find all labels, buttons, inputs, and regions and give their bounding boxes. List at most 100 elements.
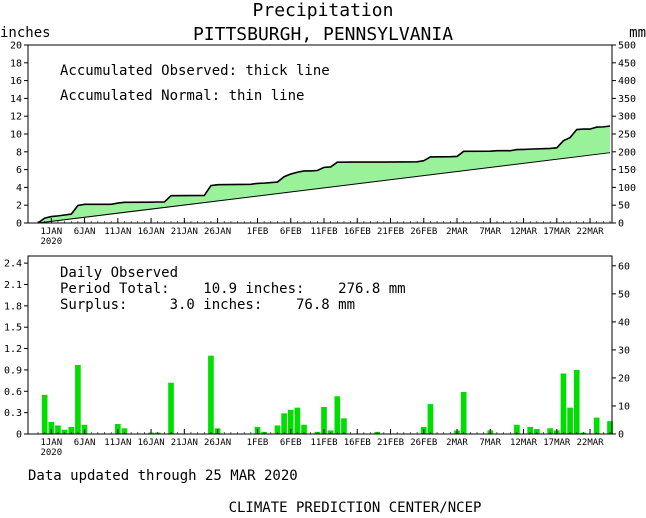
daily-precip-bar bbox=[607, 421, 613, 434]
daily-right-tick-label: 50 bbox=[618, 289, 630, 300]
daily-observed-note: Daily Observed bbox=[60, 265, 178, 281]
daily-precip-bar bbox=[61, 429, 68, 434]
accumulated-normal-note: Accumulated Normal: thin line bbox=[60, 88, 304, 104]
daily-precip-bar bbox=[334, 396, 341, 434]
accumulated-x-tick-label: 26JAN bbox=[204, 227, 231, 237]
daily-year-label: 2020 bbox=[40, 448, 62, 458]
daily-precip-bar bbox=[168, 382, 174, 434]
daily-precip-bar bbox=[55, 425, 61, 434]
accumulated-left-tick-label: 0 bbox=[16, 219, 22, 230]
daily-precip-bar bbox=[460, 391, 467, 434]
daily-precip-bar bbox=[567, 407, 573, 434]
accumulated-observed-note: Accumulated Observed: thick line bbox=[60, 63, 330, 79]
accumulated-right-tick-label: 100 bbox=[618, 183, 636, 194]
daily-left-tick-label: 1.5 bbox=[4, 323, 22, 334]
chart-subtitle: PITTSBURGH, PENNSYLVANIA bbox=[193, 24, 453, 45]
daily-x-tick-label: 21FEB bbox=[377, 438, 404, 448]
daily-left-tick-label: 0.6 bbox=[4, 387, 22, 398]
accumulated-x-tick-label: 16FEB bbox=[344, 227, 371, 237]
period-total-note: Period Total: 10.9 inches: 276.8 mm bbox=[60, 281, 406, 297]
left-axis-unit-label: inches bbox=[0, 25, 51, 41]
daily-left-tick-label: 0.3 bbox=[4, 408, 22, 419]
daily-precip-bar bbox=[274, 425, 281, 434]
footer-credit: CLIMATE PREDICTION CENTER/NCEP bbox=[229, 500, 482, 516]
daily-x-tick-label: 11JAN bbox=[104, 438, 131, 448]
accumulated-left-tick-label: 18 bbox=[10, 58, 22, 69]
accumulated-right-tick-label: 250 bbox=[618, 130, 636, 141]
accumulated-right-tick-label: 400 bbox=[618, 76, 636, 87]
daily-x-tick-label: 12MAR bbox=[510, 438, 538, 448]
daily-precip-bar bbox=[593, 417, 600, 434]
daily-x-tick-label: 7MAR bbox=[479, 438, 501, 448]
daily-right-tick-label: 0 bbox=[618, 430, 624, 441]
accumulated-left-tick-label: 10 bbox=[10, 130, 22, 141]
accumulated-surplus-fill bbox=[38, 125, 610, 223]
accumulated-x-tick-label: 26FEB bbox=[410, 227, 437, 237]
daily-plot-frame bbox=[27, 255, 613, 435]
daily-right-tick-label: 10 bbox=[618, 401, 630, 412]
accumulated-right-tick-label: 350 bbox=[618, 94, 636, 105]
accumulated-normal-line bbox=[37, 152, 611, 224]
accumulated-right-tick-label: 150 bbox=[618, 165, 636, 176]
daily-right-tick-label: 20 bbox=[618, 373, 630, 384]
daily-precip-bar bbox=[547, 428, 553, 434]
daily-precip-bar bbox=[121, 428, 128, 434]
daily-precip-bar bbox=[534, 429, 540, 434]
accumulated-left-tick-label: 4 bbox=[16, 183, 22, 194]
accumulated-left-tick-label: 8 bbox=[16, 147, 22, 158]
daily-precip-bar bbox=[301, 424, 307, 434]
accumulated-observed-line bbox=[37, 125, 611, 224]
accumulated-left-tick-label: 6 bbox=[16, 165, 22, 176]
accumulated-x-tick-label: 22MAR bbox=[576, 227, 604, 237]
accumulated-x-tick-label: 12MAR bbox=[510, 227, 538, 237]
daily-right-tick-label: 40 bbox=[618, 317, 630, 328]
accumulated-right-tick-label: 200 bbox=[618, 147, 636, 158]
daily-x-tick-label: 21JAN bbox=[171, 438, 198, 448]
daily-precip-bar bbox=[527, 426, 534, 434]
daily-precip-bar bbox=[514, 424, 520, 434]
daily-precip-bar bbox=[75, 364, 81, 434]
daily-precip-bar bbox=[41, 394, 48, 434]
accumulated-x-tick-label: 7MAR bbox=[479, 227, 501, 237]
accumulated-left-tick-label: 2 bbox=[16, 201, 22, 212]
daily-left-tick-label: 0 bbox=[16, 430, 22, 441]
daily-x-tick-label: 1JAN bbox=[40, 438, 62, 448]
daily-precip-bar bbox=[48, 421, 55, 434]
daily-left-tick-label: 0.9 bbox=[4, 365, 22, 376]
daily-x-tick-label: 22MAR bbox=[576, 438, 604, 448]
daily-x-tick-label: 26JAN bbox=[204, 438, 231, 448]
daily-precip-bar bbox=[208, 355, 214, 434]
accumulated-left-tick-label: 20 bbox=[10, 41, 22, 52]
daily-right-tick-label: 60 bbox=[618, 261, 630, 272]
daily-x-tick-label: 6FEB bbox=[280, 438, 302, 448]
daily-precip-bar bbox=[427, 404, 434, 434]
daily-precip-bar bbox=[341, 418, 347, 434]
accumulated-right-tick-label: 450 bbox=[618, 58, 636, 69]
accumulated-x-tick-label: 11FEB bbox=[310, 227, 337, 237]
accumulated-x-tick-label: 2MAR bbox=[446, 227, 468, 237]
accumulated-x-tick-label: 1FEB bbox=[247, 227, 269, 237]
accumulated-x-tick-label: 1JAN bbox=[40, 227, 62, 237]
daily-x-tick-label: 11FEB bbox=[310, 438, 337, 448]
accumulated-x-tick-label: 17MAR bbox=[543, 227, 571, 237]
right-axis-unit-label: mm bbox=[629, 25, 646, 41]
accumulated-left-tick-label: 12 bbox=[10, 112, 22, 123]
accumulated-right-tick-label: 300 bbox=[618, 112, 636, 123]
daily-x-tick-label: 16JAN bbox=[138, 438, 165, 448]
daily-precip-bar bbox=[573, 369, 580, 434]
daily-left-tick-label: 2.1 bbox=[4, 280, 22, 291]
chart-title: Precipitation bbox=[253, 0, 394, 21]
daily-left-tick-label: 1.2 bbox=[4, 344, 22, 355]
surplus-note: Surplus: 3.0 inches: 76.8 mm bbox=[60, 297, 355, 313]
daily-precip-bar bbox=[287, 409, 294, 434]
daily-precip-bar bbox=[560, 373, 567, 434]
daily-left-tick-label: 1.8 bbox=[4, 301, 22, 312]
accumulated-left-tick-label: 16 bbox=[10, 76, 22, 87]
accumulated-right-tick-label: 0 bbox=[618, 219, 624, 230]
accumulated-x-tick-label: 11JAN bbox=[104, 227, 131, 237]
accumulated-right-tick-label: 500 bbox=[618, 41, 636, 52]
daily-precip-bar bbox=[294, 407, 301, 434]
accumulated-x-tick-label: 6JAN bbox=[74, 227, 96, 237]
